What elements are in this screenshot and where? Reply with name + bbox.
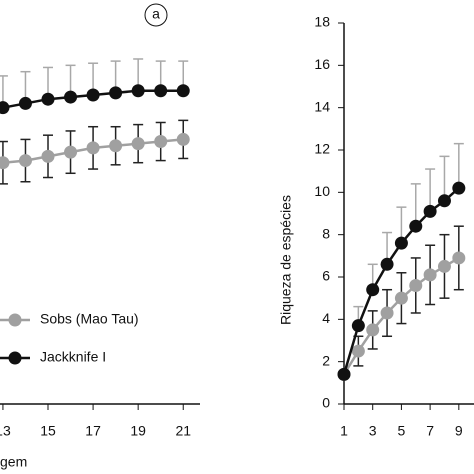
legend-label: Jackknife I: [40, 349, 106, 365]
point: [351, 344, 365, 358]
y-axis-label: Riqueza de espécies: [278, 195, 294, 325]
point: [109, 139, 123, 153]
y-tick-label: 2: [322, 352, 330, 368]
annotation: a: [152, 6, 160, 22]
point: [409, 219, 423, 233]
point: [64, 90, 78, 104]
y-tick-label: 12: [314, 141, 330, 157]
point: [18, 154, 32, 168]
point: [0, 101, 10, 115]
x-tick-label: 7: [426, 423, 434, 439]
point: [409, 278, 423, 292]
point: [64, 145, 78, 159]
point: [394, 236, 408, 250]
y-tick-label: 10: [314, 183, 330, 199]
point: [176, 132, 190, 146]
legend-marker: [8, 313, 22, 327]
point: [41, 149, 55, 163]
x-axis-label: gem: [0, 454, 27, 470]
point: [380, 306, 394, 320]
y-tick-label: 6: [322, 268, 330, 284]
x-tick-label: 17: [85, 423, 101, 439]
x-tick-label: 1: [340, 423, 348, 439]
legend-label: Sobs (Mao Tau): [40, 311, 139, 327]
point: [366, 323, 380, 337]
point: [154, 84, 168, 98]
x-tick-label: 21: [175, 423, 191, 439]
point: [176, 84, 190, 98]
point: [437, 194, 451, 208]
point: [366, 283, 380, 297]
point: [86, 88, 100, 102]
y-tick-label: 8: [322, 225, 330, 241]
y-tick-label: 4: [322, 310, 330, 326]
point: [86, 141, 100, 155]
x-tick-label: 13: [0, 423, 11, 439]
point: [394, 291, 408, 305]
annotation-circle: [144, 3, 168, 27]
x-tick-label: 19: [130, 423, 146, 439]
y-tick-label: 14: [314, 98, 330, 114]
x-tick-label: 3: [369, 423, 377, 439]
point: [437, 259, 451, 273]
y-tick-label: 18: [314, 14, 330, 30]
point: [154, 135, 168, 149]
point: [131, 137, 145, 151]
x-tick-label: 15: [40, 423, 56, 439]
x-tick-label: 5: [398, 423, 406, 439]
point: [351, 319, 365, 333]
point: [337, 367, 351, 381]
point: [41, 92, 55, 106]
point: [423, 268, 437, 282]
point: [18, 96, 32, 110]
y-tick-label: 16: [314, 56, 330, 72]
point: [0, 156, 10, 170]
point: [452, 251, 466, 265]
point: [423, 204, 437, 218]
y-tick-label: 0: [322, 395, 330, 411]
point: [452, 181, 466, 195]
x-tick-label: 9: [455, 423, 463, 439]
point: [380, 257, 394, 271]
legend-marker: [8, 351, 22, 365]
point: [131, 84, 145, 98]
point: [109, 86, 123, 100]
